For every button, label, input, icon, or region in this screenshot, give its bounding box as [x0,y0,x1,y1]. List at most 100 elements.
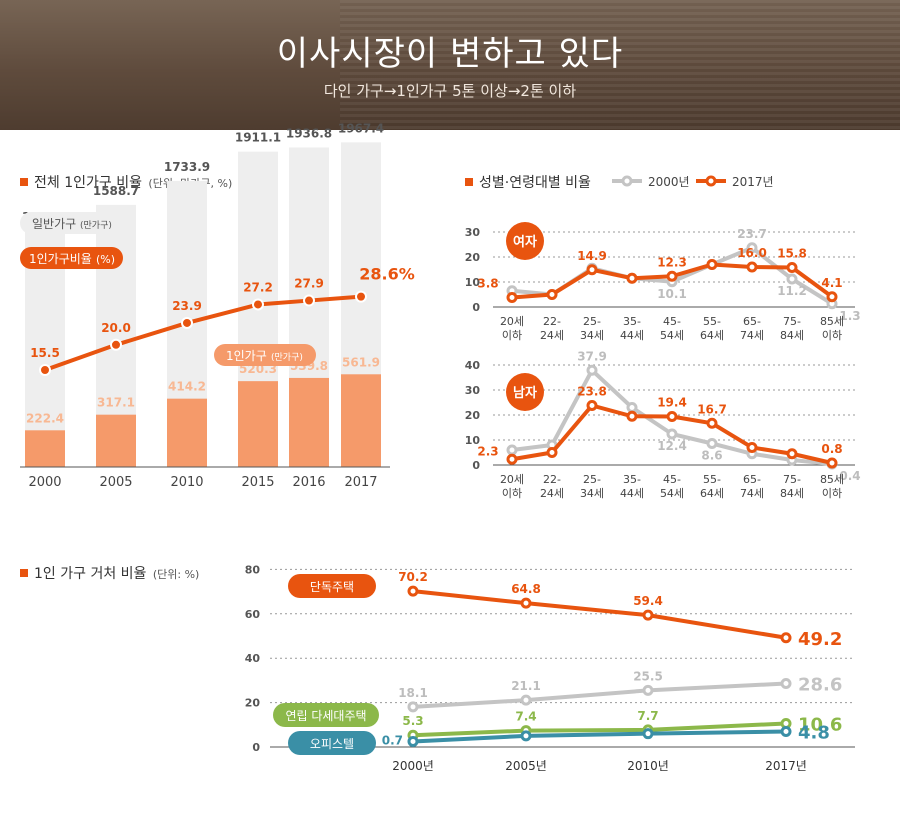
year-tick-label: 2010년 [627,759,669,773]
legend-2017-label: 2017년 [732,175,774,189]
age-tick-label: 35- [623,473,641,486]
ratio-point [355,290,367,303]
age-tick-label: 44세 [620,329,644,342]
page-title: 이사시장이 변하고 있다 [276,34,624,74]
age-tick-label: 22- [543,473,561,486]
series-2017-point [706,259,718,270]
legend-officetel-label: 오피스텔 [310,737,354,751]
age-tick-label: 20세 [500,473,524,486]
one-person-household-bar [341,374,381,467]
data-label: 12.3 [657,255,687,269]
data-label: 25.5 [633,669,663,683]
section-title-gender-age: 성별·연령대별 비율 [465,172,591,192]
x-tick-label: 2016 [292,475,325,490]
apartment-point [780,678,792,690]
end-value-label: 49.2 [798,629,842,650]
age-tick-label: 54세 [660,329,684,342]
series-2000-point [786,273,798,285]
detached-house-point [407,585,419,597]
general-household-value: 1911.1 [235,131,281,145]
legend-one-person-label: 1인가구 [226,349,267,363]
age-tick-label: 이하 [502,486,522,500]
legend-detached-label: 단독주택 [310,580,354,594]
legend-2017-marker [705,175,717,187]
data-label: 0.8 [821,442,842,456]
age-tick-label: 84세 [780,329,804,342]
data-label: 18.1 [398,686,428,700]
data-label: 15.8 [777,247,807,261]
general-household-value: 1936.8 [286,126,332,140]
one-person-household-bar [238,381,278,467]
series-2017-point [826,457,838,469]
series-2017-point [826,291,838,303]
officetel-point [780,725,792,737]
x-tick-label: 2017 [344,475,377,490]
age-tick-label: 24세 [540,487,564,500]
age-tick-label: 35- [623,315,641,328]
age-tick-label: 75- [783,473,801,486]
data-label: 0.4 [839,469,860,483]
legend-officetel-pill [288,731,376,755]
age-tick-label: 85세 [820,315,844,328]
data-label: 8.6 [701,449,722,463]
officetel-point [520,730,532,742]
age-tick-label: 25- [583,315,601,328]
age-tick-label: 34세 [580,487,604,500]
detached-house-point [780,632,792,644]
data-label: 14.9 [577,249,607,263]
one-person-household-bar [289,377,329,467]
x-tick-label: 2000 [28,475,61,490]
age-tick-label: 65- [743,315,761,328]
ratio-label: 27.2 [243,280,273,294]
y-tick-label: 60 [245,608,261,621]
end-value-label: 4.8 [798,722,830,743]
page-subtitle: 다인 가구→1인가구 5톤 이상→2톤 이하 [323,82,577,100]
series-2017-point [626,410,638,422]
ratio-label: 15.5 [30,346,60,360]
legend-one-person-unit: (만가구) [271,352,303,363]
gender-badge [506,222,544,260]
x-tick-label: 2010 [170,475,203,490]
legend-2000-marker [621,175,633,187]
y-tick-label: 20 [465,409,481,422]
gender-badge-label: 남자 [513,385,537,401]
end-value-label: 10.6 [798,714,842,735]
data-label: 64.8 [511,582,541,596]
data-label: 23.7 [737,227,767,241]
data-label: 10.1 [657,287,687,301]
gender-badge [506,373,544,411]
section-marker [465,178,473,186]
data-label: 16.7 [697,402,727,416]
detached-house-point [642,609,654,621]
legend-detached-pill [288,574,376,598]
apartment-point [407,701,419,713]
banner-overlay [0,0,900,130]
data-label: 70.2 [398,570,428,584]
y-tick-label: 30 [465,226,481,239]
series-2017-point [586,400,598,411]
one-person-household-bar [25,430,65,467]
series-2017-point [506,453,518,465]
age-tick-label: 55- [703,473,721,486]
x-tick-label: 2005 [99,475,132,490]
y-tick-label: 20 [245,697,261,710]
age-tick-label: 45- [663,315,681,328]
y-tick-label: 10 [465,276,481,289]
multiplex-line [412,721,787,738]
legend-ratio-pill [20,247,123,269]
legend-one-person-pill [214,344,316,366]
legend-multiplex-pill [273,703,379,727]
series-2000-point [586,364,598,376]
apartment-point [520,694,532,706]
data-label: 7.7 [637,709,658,723]
age-tick-label: 74세 [740,487,764,500]
detached-house-point [520,597,532,609]
general-household-value: 1967.4 [338,121,384,135]
end-value-label: 28.6 [798,675,842,696]
detached-house-line [412,589,787,640]
age-tick-label: 64세 [700,487,724,500]
age-tick-label: 44세 [620,487,644,500]
age-tick-label: 45- [663,473,681,486]
data-label: 19.4 [657,396,687,410]
age-tick-label: 이하 [822,486,842,500]
